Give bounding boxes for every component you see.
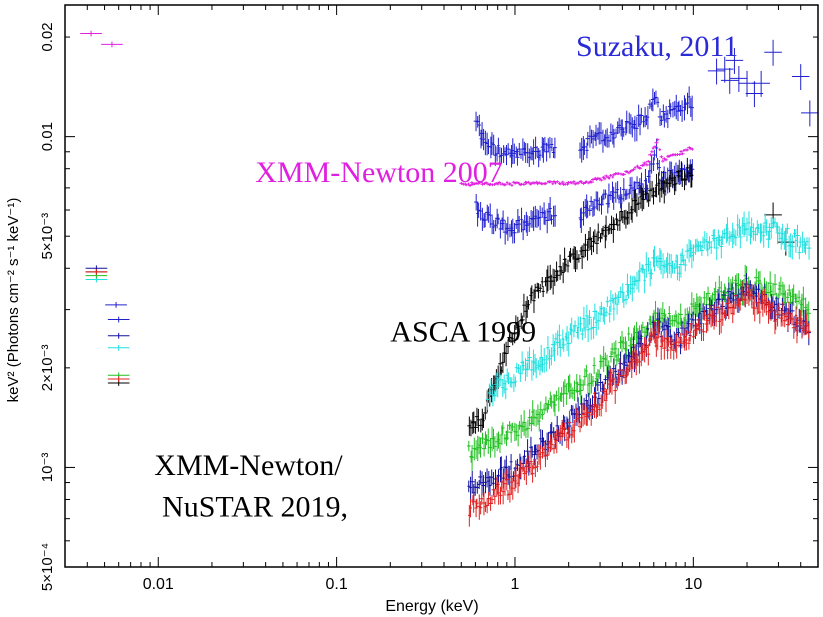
x-tick-label: 0.1 — [325, 576, 347, 593]
series-7-segment-0 — [468, 280, 811, 527]
series-3-segment-0 — [467, 157, 694, 437]
series-1-segment-0 — [474, 194, 558, 245]
series-0-segment-1 — [578, 86, 694, 163]
annotation-label: NuSTAR 2019, — [162, 491, 348, 524]
series-2 — [80, 30, 694, 187]
series-0 — [105, 39, 819, 323]
y-tick-label: 10⁻³ — [39, 453, 56, 483]
annotations: Suzaku, 2011 XMM-Newton 2007 ASCA 1999 XMM-… — [154, 30, 738, 523]
annotation-label: XMM-Newton/ — [154, 449, 343, 482]
y-axis-label: keV² (Photons cm⁻² s⁻¹ keV⁻¹) — [5, 198, 22, 403]
series-7 — [85, 269, 811, 527]
series-2-segment-0 — [459, 138, 694, 187]
x-axis-label: Energy (keV) — [385, 598, 478, 615]
series-5 — [85, 264, 811, 471]
annotation-label: ASCA 1999 — [390, 316, 536, 349]
x-tick-label: 1 — [511, 576, 520, 593]
y-tick-label: 0.01 — [39, 122, 56, 151]
y-tick-label: 2×10⁻³ — [39, 344, 56, 391]
y-tick-label: 5×10⁻³ — [39, 213, 56, 260]
series-4 — [85, 211, 812, 410]
data-layer — [80, 30, 819, 527]
annotation-label: XMM-Newton 2007 — [255, 156, 503, 189]
series-0-segment-0 — [473, 111, 557, 168]
x-tick-label: 10 — [684, 576, 702, 593]
x-tick-label: 0.01 — [143, 576, 174, 593]
axis-ticks: 0.01 0.1 1 10 5×10⁻⁴ 10⁻³ 2×10⁻³ 5×10⁻³ 0.01 0.02 — [39, 5, 819, 593]
plot-frame — [64, 4, 819, 568]
y-tick-label: 0.02 — [39, 22, 56, 51]
series-4-segment-0 — [485, 211, 812, 410]
plot-border — [64, 4, 819, 568]
y-tick-label: 5×10⁻⁴ — [39, 543, 56, 591]
annotation-label: Suzaku, 2011 — [576, 30, 738, 63]
series-3 — [85, 157, 795, 437]
series-1-segment-1 — [578, 138, 695, 233]
